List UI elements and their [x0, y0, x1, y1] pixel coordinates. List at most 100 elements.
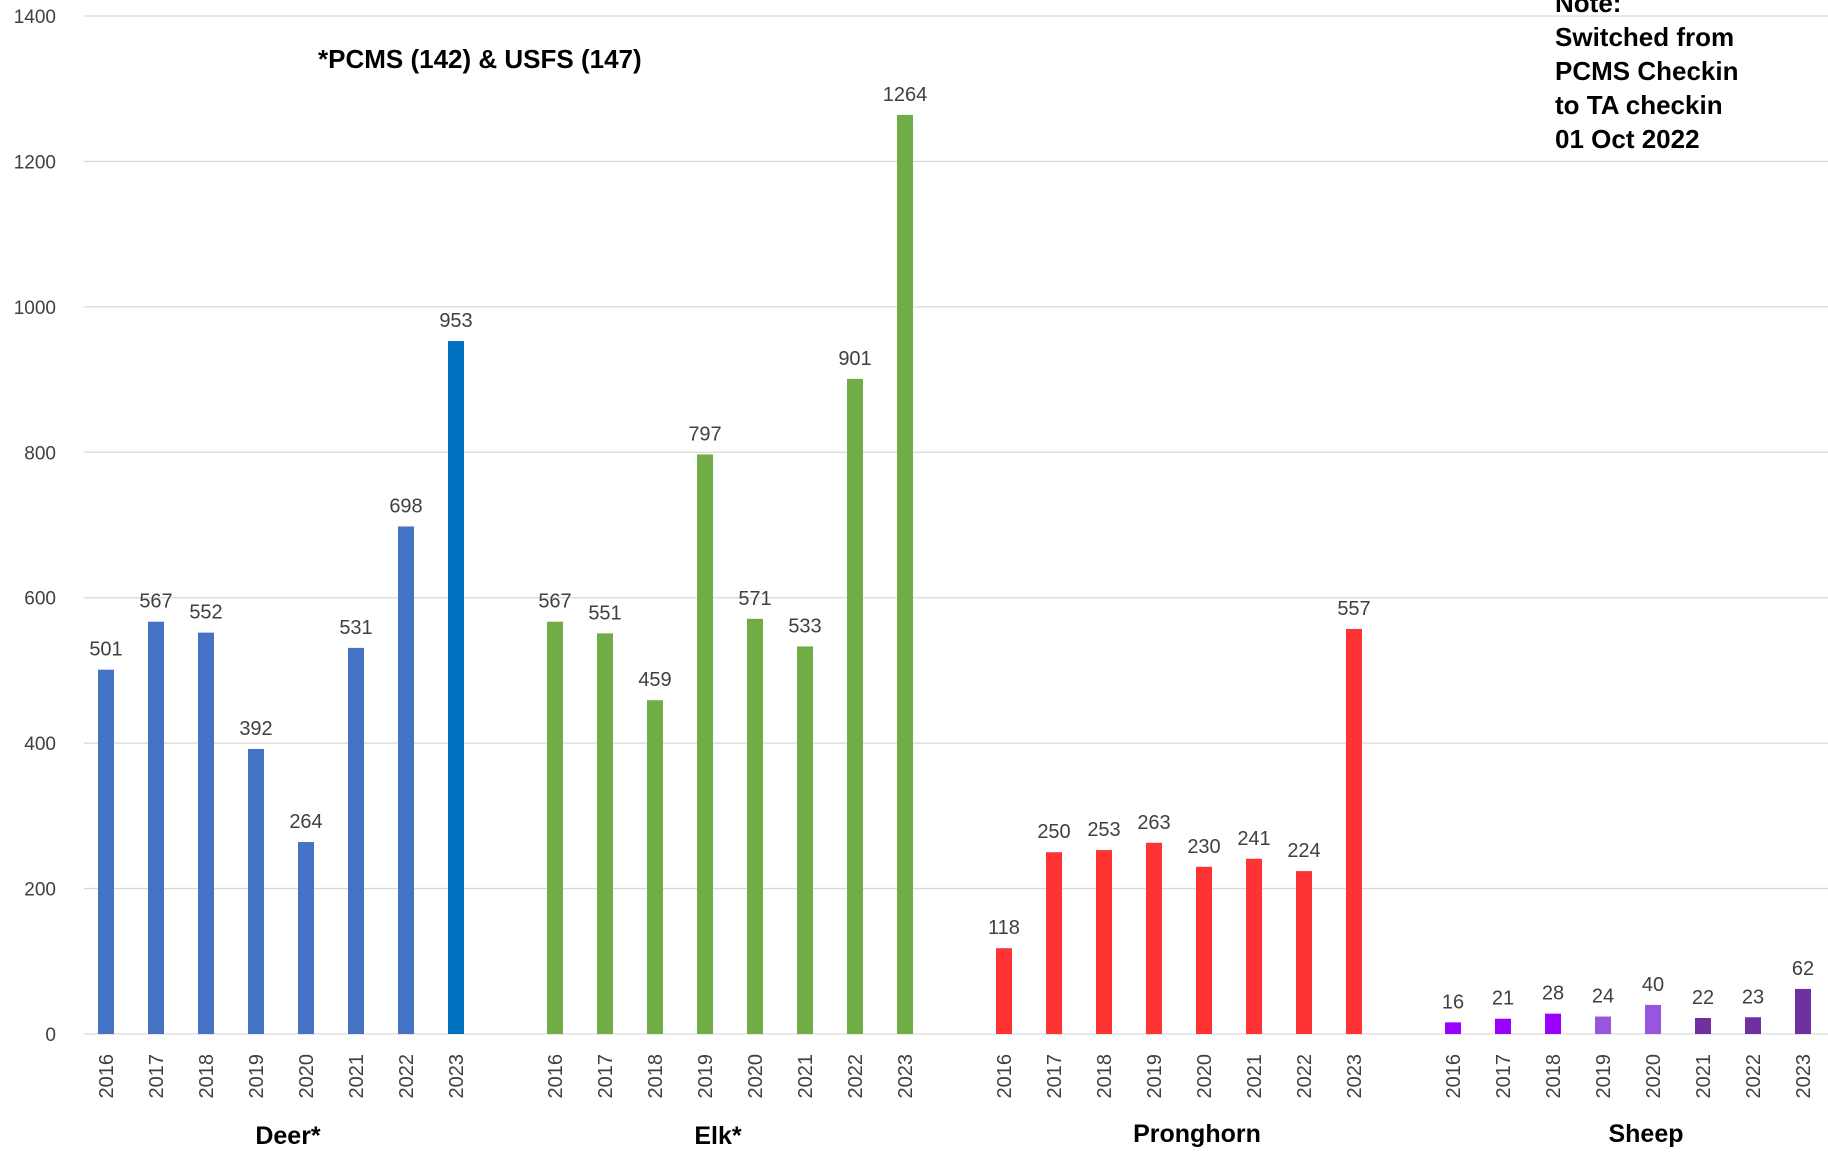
x-tick-label: 2022	[845, 1054, 867, 1099]
data-label: 264	[289, 811, 322, 833]
group-label: Elk*	[694, 1122, 742, 1150]
bar	[897, 114, 913, 1035]
y-tick-label: 200	[24, 880, 56, 901]
bar	[1046, 852, 1062, 1034]
bar	[1296, 871, 1312, 1034]
data-label: 230	[1187, 836, 1220, 858]
data-label: 567	[139, 591, 172, 613]
bar	[1445, 1022, 1461, 1034]
x-tick-label: 2023	[895, 1054, 917, 1099]
data-label: 241	[1237, 828, 1270, 850]
x-tick-label: 2017	[1044, 1054, 1066, 1099]
bar	[697, 454, 713, 1034]
data-label: 118	[988, 917, 1020, 939]
data-label: 698	[389, 495, 422, 517]
bar	[747, 618, 763, 1034]
annotation-note-line1: Switched from	[1555, 22, 1734, 52]
bar	[547, 621, 563, 1034]
bar	[348, 647, 364, 1034]
bar	[1146, 842, 1162, 1034]
data-label: 797	[688, 423, 721, 445]
x-tick-label: 2019	[695, 1054, 717, 1099]
bar	[1246, 858, 1262, 1034]
annotation-pcms-usfs: *PCMS (142) & USFS (147)	[318, 44, 642, 74]
bar	[198, 632, 214, 1034]
x-tick-label: 2016	[545, 1054, 567, 1099]
x-tick-label: 2017	[146, 1054, 168, 1099]
annotation-note-line4: 01 Oct 2022	[1555, 124, 1700, 154]
bar	[148, 621, 164, 1034]
bar	[298, 842, 314, 1034]
group-label: Deer*	[255, 1122, 321, 1150]
data-label: 253	[1087, 819, 1120, 841]
data-label: 392	[239, 718, 272, 740]
bar	[647, 700, 663, 1034]
x-tick-label: 2017	[595, 1054, 617, 1099]
y-tick-label: 1400	[14, 7, 56, 28]
y-tick-label: 400	[24, 734, 56, 755]
group-label: Sheep	[1608, 1120, 1683, 1148]
x-tick-label: 2019	[246, 1054, 268, 1099]
bar	[1695, 1018, 1711, 1034]
x-tick-label: 2018	[196, 1054, 218, 1099]
data-label: 40	[1642, 974, 1664, 996]
data-label: 901	[838, 348, 871, 370]
data-label: 250	[1037, 821, 1070, 843]
y-tick-label: 1200	[14, 152, 56, 173]
x-tick-label: 2020	[1194, 1054, 1216, 1099]
x-tick-label: 2022	[1294, 1054, 1316, 1099]
x-axis: 2016 2017 2018 2019 2020 2021 2022 2023 2016 2017…	[96, 1054, 1815, 1099]
x-tick-label: 2017	[1493, 1054, 1515, 1099]
annotation-note-title: Note:	[1555, 0, 1621, 18]
data-label: 28	[1542, 983, 1564, 1005]
annotation-note-line3: to TA checkin	[1555, 90, 1723, 120]
data-label: 62	[1792, 958, 1814, 980]
data-label: 571	[738, 588, 771, 610]
bar	[1096, 850, 1112, 1034]
x-tick-label: 2016	[96, 1054, 118, 1099]
x-tick-label: 2023	[446, 1054, 468, 1099]
x-tick-label: 2021	[1693, 1054, 1715, 1099]
bar	[597, 633, 613, 1034]
data-label: 533	[788, 615, 821, 637]
data-label: 459	[638, 669, 671, 691]
data-label: 22	[1692, 987, 1714, 1009]
gridlines	[84, 15, 1828, 1035]
bar	[98, 669, 114, 1034]
x-tick-label: 2019	[1593, 1054, 1615, 1099]
data-label: 263	[1137, 812, 1170, 834]
x-tick-label: 2021	[1244, 1054, 1266, 1099]
group-label: Pronghorn	[1133, 1120, 1261, 1148]
x-tick-label: 2023	[1793, 1054, 1815, 1099]
y-tick-label: 0	[45, 1025, 56, 1046]
bar	[1346, 628, 1362, 1034]
data-label: 21	[1492, 988, 1514, 1010]
x-tick-label: 2022	[1743, 1054, 1765, 1099]
bar	[1745, 1017, 1761, 1034]
annotation-note-line2: PCMS Checkin	[1555, 56, 1739, 86]
data-label: 567	[538, 591, 571, 613]
bar	[1645, 1004, 1661, 1034]
bar	[398, 526, 414, 1034]
bar	[1795, 988, 1811, 1034]
bars: 501 567 552 392 264 531 698 953 567 551 459 797 571 5…	[89, 84, 1814, 1035]
data-label: 16	[1442, 991, 1464, 1013]
data-label: 552	[189, 602, 222, 624]
bar	[996, 948, 1012, 1034]
x-tick-label: 2019	[1144, 1054, 1166, 1099]
x-tick-label: 2016	[1443, 1054, 1465, 1099]
y-tick-label: 1000	[14, 298, 56, 319]
x-tick-label: 2021	[795, 1054, 817, 1099]
x-tick-label: 2020	[1643, 1054, 1665, 1099]
x-tick-label: 2020	[296, 1054, 318, 1099]
group-labels: Deer* Elk* Pronghorn Sheep	[255, 1120, 1683, 1150]
bar	[847, 378, 863, 1034]
data-label: 1264	[883, 84, 928, 106]
x-tick-label: 2023	[1344, 1054, 1366, 1099]
bar	[248, 748, 264, 1034]
data-label: 501	[89, 639, 122, 661]
data-label: 557	[1337, 598, 1370, 620]
x-tick-label: 2018	[645, 1054, 667, 1099]
x-tick-label: 2021	[346, 1054, 368, 1099]
